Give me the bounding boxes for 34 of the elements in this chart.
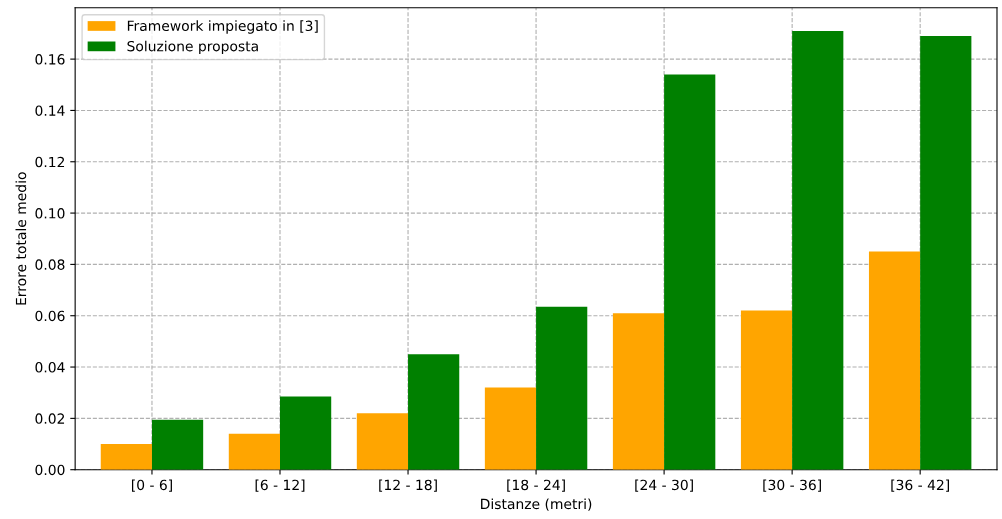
y-tick-label: 0.02	[35, 413, 65, 424]
bar	[664, 74, 716, 470]
x-tick-label: [36 - 42]	[891, 479, 949, 492]
x-tick-label: [24 - 30]	[635, 479, 693, 492]
bar	[151, 419, 204, 470]
x-tick-label: [0 - 6]	[131, 479, 172, 492]
x-tick-label: [12 - 18]	[379, 479, 437, 492]
bar	[920, 36, 972, 470]
bar	[740, 310, 793, 470]
x-axis-title: Distanze (metri)	[481, 498, 592, 511]
bar	[868, 251, 921, 470]
x-tick-label: [18 - 24]	[507, 479, 565, 492]
bar	[280, 396, 332, 470]
y-tick-label: 0.16	[35, 54, 65, 65]
x-tick-label: [30 - 36]	[763, 479, 821, 492]
legend-label: Soluzione proposta	[127, 40, 258, 55]
y-tick-label: 0.10	[35, 208, 65, 219]
bar	[408, 354, 460, 470]
legend-label: Framework impiegato in [3]	[127, 20, 318, 34]
y-tick-label: 0.12	[35, 156, 65, 168]
bar	[100, 444, 152, 470]
bar	[792, 30, 844, 470]
bar	[228, 433, 280, 470]
bar	[536, 306, 588, 470]
y-tick-label: 0.08	[35, 259, 65, 270]
bar	[484, 387, 537, 470]
bar	[612, 313, 665, 470]
x-tick-label: [6 - 12]	[255, 479, 305, 492]
y-tick-label: 0.00	[35, 464, 65, 476]
y-axis-title: Errore totale medio	[15, 172, 27, 305]
y-tick-label: 0.14	[35, 105, 65, 116]
y-tick-label: 0.06	[35, 310, 65, 322]
bar	[356, 413, 409, 470]
y-tick-label: 0.04	[35, 362, 65, 373]
